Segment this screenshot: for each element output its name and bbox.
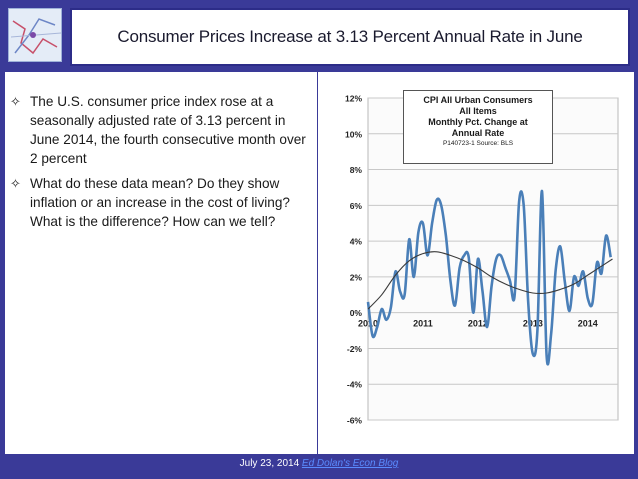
- x-tick-label: 2013: [523, 319, 543, 329]
- y-tick-label: 12%: [345, 94, 362, 104]
- bullet-text: What do these data mean? Do they show in…: [30, 176, 290, 229]
- x-tick-label: 2012: [468, 319, 488, 329]
- y-tick-label: -4%: [347, 380, 363, 390]
- chart-panel: -6% -4% -2% 0% 2% 4% 6% 8% 10% 12% 2010 2011 2012 20…: [318, 72, 634, 454]
- chart-title-line: CPI All Urban Consumers: [423, 95, 533, 105]
- x-tick-label: 2010: [358, 319, 378, 329]
- bullet-text: The U.S. consumer price index rose at a …: [30, 94, 306, 166]
- bullet-item: ✧ The U.S. consumer price index rose at …: [10, 92, 308, 168]
- trend-series-line: [367, 251, 613, 310]
- chart-title-box: CPI All Urban Consumers All Items Monthl…: [403, 90, 553, 164]
- bullet-star-icon: ✧: [10, 176, 21, 191]
- chart-title-line: All Items: [459, 106, 497, 116]
- slide-footer: July 23, 2014 Ed Dolan's Econ Blog: [0, 458, 638, 469]
- y-tick-label: -6%: [347, 416, 363, 426]
- footer-blog-link[interactable]: Ed Dolan's Econ Blog: [301, 458, 399, 469]
- chart-title-line: Monthly Pct. Change at: [428, 117, 528, 127]
- map-thumbnail-icon: [9, 9, 61, 61]
- bullet-list: ✧ The U.S. consumer price index rose at …: [10, 92, 308, 237]
- x-tick-label: 2014: [578, 319, 598, 329]
- x-tick-label: 2011: [413, 319, 433, 329]
- y-tick-label: -2%: [347, 344, 363, 354]
- title-box: Consumer Prices Increase at 3.13 Percent…: [70, 8, 630, 66]
- bullet-star-icon: ✧: [10, 94, 21, 109]
- y-tick-label: 8%: [350, 165, 363, 175]
- slide-title: Consumer Prices Increase at 3.13 Percent…: [117, 27, 583, 46]
- text-panel: [5, 72, 317, 454]
- chart-title-line: Annual Rate: [451, 128, 505, 138]
- y-tick-label: 10%: [345, 129, 362, 139]
- y-tick-label: 6%: [350, 201, 363, 211]
- footer-date: July 23, 2014: [239, 458, 300, 469]
- y-tick-label: 0%: [350, 308, 363, 318]
- y-tick-label: 2%: [350, 272, 363, 282]
- chart-source-note: P140723-1 Source: BLS: [442, 140, 514, 147]
- y-tick-label: 4%: [350, 237, 363, 247]
- bullet-item: ✧ What do these data mean? Do they show …: [10, 174, 308, 231]
- blog-logo-image: [8, 8, 62, 62]
